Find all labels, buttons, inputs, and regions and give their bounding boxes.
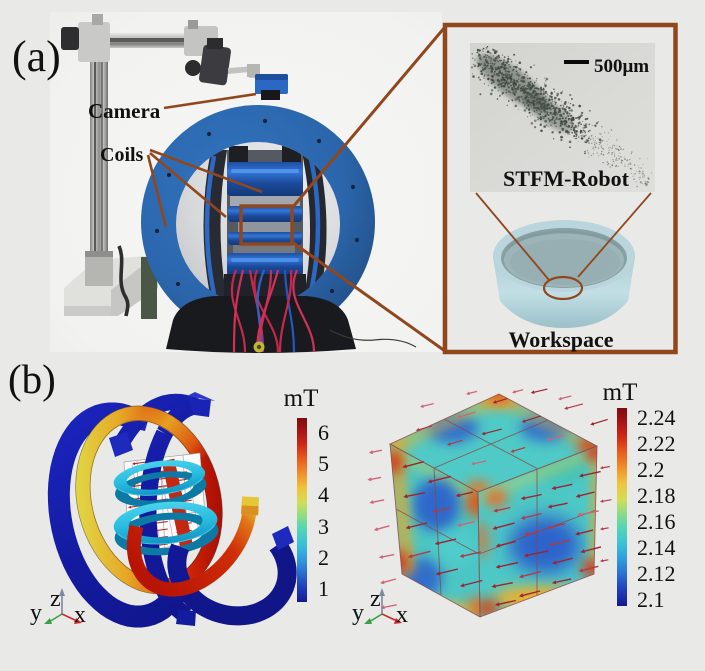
svg-text:2.18: 2.18 bbox=[637, 483, 676, 508]
svg-text:(a): (a) bbox=[12, 32, 61, 81]
svg-text:x: x bbox=[74, 602, 86, 628]
svg-text:y: y bbox=[30, 600, 42, 626]
svg-text:2.1: 2.1 bbox=[637, 587, 665, 612]
svg-text:mT: mT bbox=[603, 379, 638, 406]
svg-text:Camera: Camera bbox=[88, 99, 161, 123]
svg-text:2: 2 bbox=[318, 545, 329, 570]
svg-text:2.24: 2.24 bbox=[637, 405, 676, 430]
svg-text:2.2: 2.2 bbox=[637, 457, 665, 482]
svg-text:z: z bbox=[370, 586, 381, 612]
svg-text:2.16: 2.16 bbox=[637, 509, 676, 534]
svg-text:Coils: Coils bbox=[100, 144, 144, 166]
svg-text:Workspace: Workspace bbox=[508, 327, 613, 352]
svg-text:mT: mT bbox=[284, 385, 319, 412]
svg-text:2.22: 2.22 bbox=[637, 431, 676, 456]
svg-text:5: 5 bbox=[318, 451, 329, 476]
svg-text:6: 6 bbox=[318, 420, 329, 445]
svg-text:4: 4 bbox=[318, 482, 329, 507]
svg-text:STFM-Robot: STFM-Robot bbox=[503, 166, 630, 191]
svg-text:2.12: 2.12 bbox=[637, 561, 676, 586]
svg-text:y: y bbox=[352, 600, 364, 626]
svg-text:3: 3 bbox=[318, 514, 329, 539]
svg-text:500μm: 500μm bbox=[594, 56, 649, 77]
svg-text:1: 1 bbox=[318, 576, 329, 601]
svg-text:2.14: 2.14 bbox=[637, 535, 676, 560]
svg-text:x: x bbox=[396, 602, 408, 628]
svg-text:z: z bbox=[50, 586, 61, 612]
svg-text:(b): (b) bbox=[8, 356, 56, 402]
